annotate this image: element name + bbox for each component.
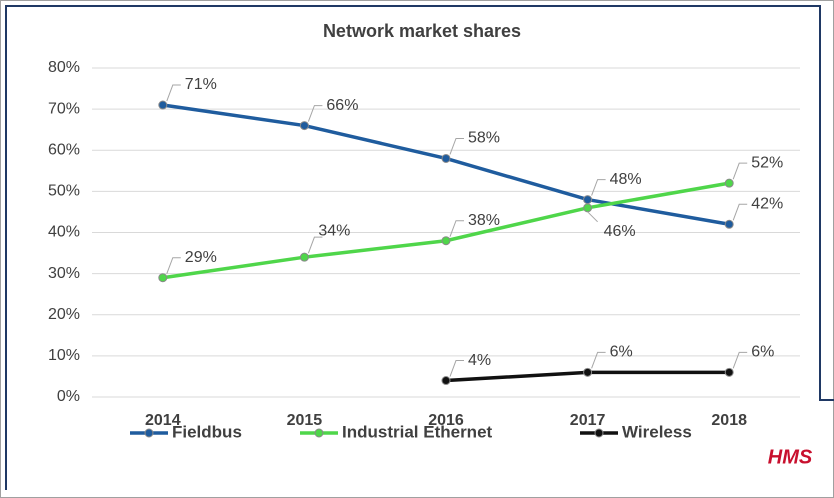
- y-tick-label: 60%: [48, 141, 80, 158]
- legend-marker: [144, 428, 154, 438]
- label-leader: [166, 84, 181, 102]
- marker: [583, 203, 593, 213]
- y-tick-label: 10%: [48, 347, 80, 364]
- label-leader: [166, 257, 181, 274]
- label-leader: [307, 105, 323, 122]
- marker: [583, 195, 593, 205]
- y-tick-label: 30%: [48, 265, 80, 282]
- marker: [724, 367, 734, 377]
- label-leader: [732, 162, 748, 180]
- marker: [299, 252, 309, 262]
- data-label: 71%: [185, 76, 217, 93]
- legend-label: Wireless: [622, 422, 692, 441]
- label-leader: [307, 236, 323, 254]
- data-label: 42%: [751, 195, 783, 212]
- marker: [724, 219, 734, 229]
- legend-label: Industrial Ethernet: [342, 422, 493, 441]
- y-tick-label: 70%: [48, 100, 80, 117]
- data-label: 29%: [185, 249, 217, 266]
- x-tick-label: 2016: [428, 412, 464, 429]
- marker: [583, 367, 593, 377]
- data-label: 6%: [610, 344, 633, 361]
- y-tick-label: 0%: [57, 388, 80, 405]
- marker: [441, 376, 451, 386]
- data-label: 4%: [468, 352, 491, 369]
- label-leader: [732, 203, 748, 221]
- label-leader: [587, 211, 598, 223]
- logo: HMS: [768, 446, 813, 468]
- marker: [441, 153, 451, 163]
- label-leader: [449, 220, 464, 237]
- data-label: 58%: [468, 130, 500, 147]
- marker: [724, 178, 734, 188]
- x-tick-label: 2018: [711, 412, 747, 429]
- y-tick-label: 20%: [48, 306, 80, 323]
- data-label: 52%: [751, 154, 783, 171]
- y-tick-label: 50%: [48, 183, 80, 200]
- data-label: 34%: [318, 222, 350, 239]
- x-tick-label: 2014: [145, 412, 181, 429]
- marker: [158, 273, 168, 283]
- legend-label: Fieldbus: [172, 422, 242, 441]
- x-tick-label: 2015: [287, 412, 323, 429]
- data-label: 66%: [326, 97, 358, 114]
- data-label: 48%: [610, 171, 642, 188]
- label-leader: [591, 351, 606, 369]
- label-leader: [449, 137, 464, 155]
- data-label: 6%: [751, 344, 774, 361]
- x-tick-label: 2017: [570, 412, 606, 429]
- y-tick-label: 40%: [48, 224, 80, 241]
- marker: [441, 236, 451, 246]
- label-leader: [732, 351, 748, 369]
- legend-marker: [314, 428, 324, 438]
- legend-marker: [594, 428, 604, 438]
- marker: [158, 100, 168, 110]
- label-leader: [591, 179, 606, 196]
- data-label: 38%: [468, 212, 500, 229]
- label-leader: [449, 360, 464, 377]
- frame: [5, 5, 834, 490]
- chart-title: Network market shares: [323, 21, 521, 41]
- data-label: 46%: [604, 223, 636, 240]
- y-tick-label: 80%: [48, 59, 80, 76]
- marker: [299, 121, 309, 131]
